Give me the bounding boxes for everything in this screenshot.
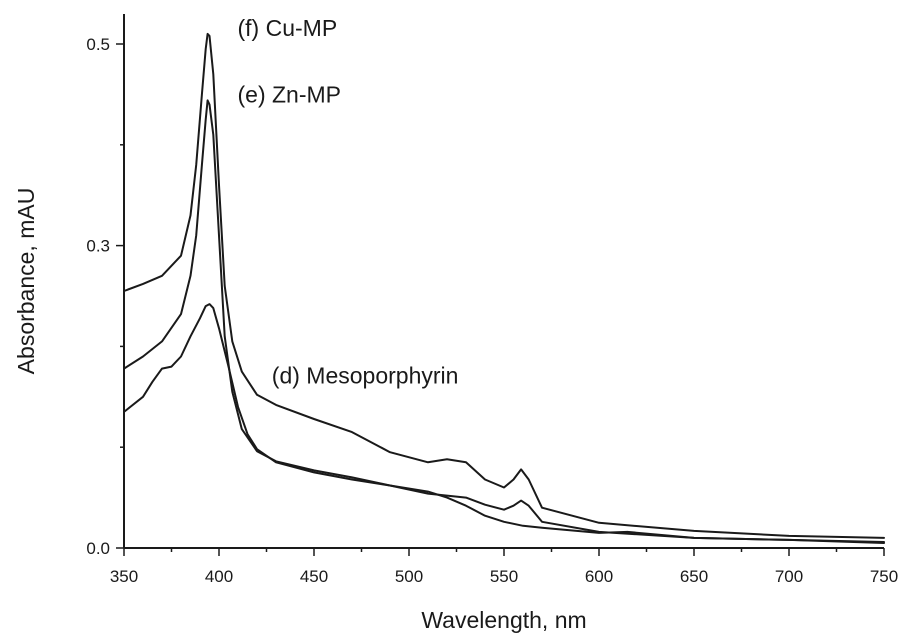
x-tick-label: 500 bbox=[395, 567, 423, 586]
x-tick-label: 650 bbox=[680, 567, 708, 586]
ticks: 350 400 450 500 550 600 650 700 750 0.0 0.3 0.5 bbox=[86, 35, 898, 586]
x-tick-label: 600 bbox=[585, 567, 613, 586]
y-tick-label: 0.0 bbox=[86, 539, 110, 558]
y-tick-label: 0.3 bbox=[86, 237, 110, 256]
x-tick-label: 700 bbox=[775, 567, 803, 586]
series-lines bbox=[123, 32, 885, 544]
series-line-0 bbox=[123, 32, 885, 539]
series-label-2: (d) Mesoporphyrin bbox=[272, 363, 459, 389]
x-tick-label: 550 bbox=[490, 567, 518, 586]
series-labels: (f) Cu-MP (e) Zn-MP (d) Mesoporphyrin bbox=[238, 15, 459, 389]
x-tick-label: 450 bbox=[300, 567, 328, 586]
series-line-1 bbox=[123, 99, 885, 543]
series-label-1: (e) Zn-MP bbox=[238, 81, 342, 107]
x-axis-title: Wavelength, nm bbox=[421, 607, 586, 633]
x-tick-label: 750 bbox=[870, 567, 898, 586]
series-label-0: (f) Cu-MP bbox=[238, 15, 338, 41]
x-tick-label: 350 bbox=[110, 567, 138, 586]
series-line-2 bbox=[123, 303, 885, 544]
x-tick-label: 400 bbox=[205, 567, 233, 586]
y-axis-title: Absorbance, mAU bbox=[13, 188, 39, 375]
y-tick-label: 0.5 bbox=[86, 35, 110, 54]
